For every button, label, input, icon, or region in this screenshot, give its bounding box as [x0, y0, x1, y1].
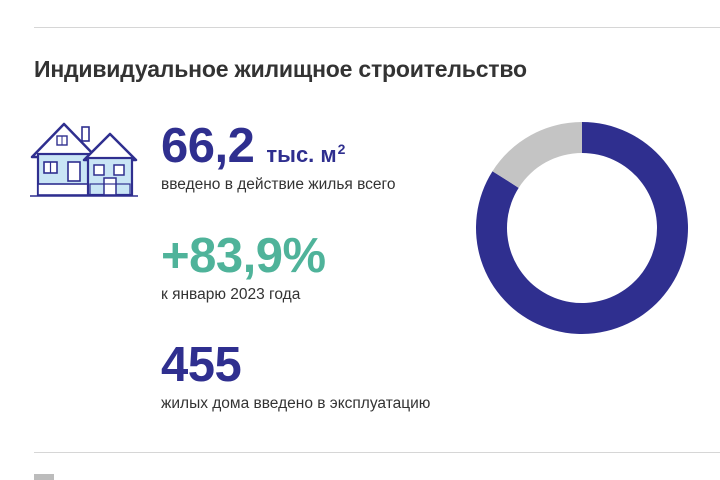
donut-chart: [475, 122, 688, 334]
bottom-divider: [34, 452, 720, 453]
growth-caption: к январю 2023 года: [161, 286, 301, 303]
growth-value: +83,9%: [161, 229, 326, 283]
stat-houses: 455 жилых дома введено в эксплуатацию: [161, 337, 430, 413]
area-caption: введено в действие жилья всего: [161, 176, 396, 193]
top-divider: [34, 27, 720, 28]
houses-value: 455: [161, 338, 242, 392]
area-unit-text: тыс. м: [266, 142, 337, 167]
donut-slice-2: [492, 122, 582, 188]
page-title: Индивидуальное жилищное строительство: [34, 56, 527, 82]
next-section-hint: [34, 474, 54, 480]
stat-growth: +83,9% к январю 2023 года: [161, 228, 326, 304]
area-value: 66,2: [161, 119, 255, 173]
area-unit: тыс. м2: [266, 141, 345, 168]
stat-area: 66,2 тыс. м2 введено в действие жилья вс…: [161, 118, 395, 194]
area-unit-superscript: 2: [337, 141, 346, 157]
houses-caption: жилых дома введено в эксплуатацию: [161, 395, 431, 412]
houses-icon: [30, 122, 138, 197]
